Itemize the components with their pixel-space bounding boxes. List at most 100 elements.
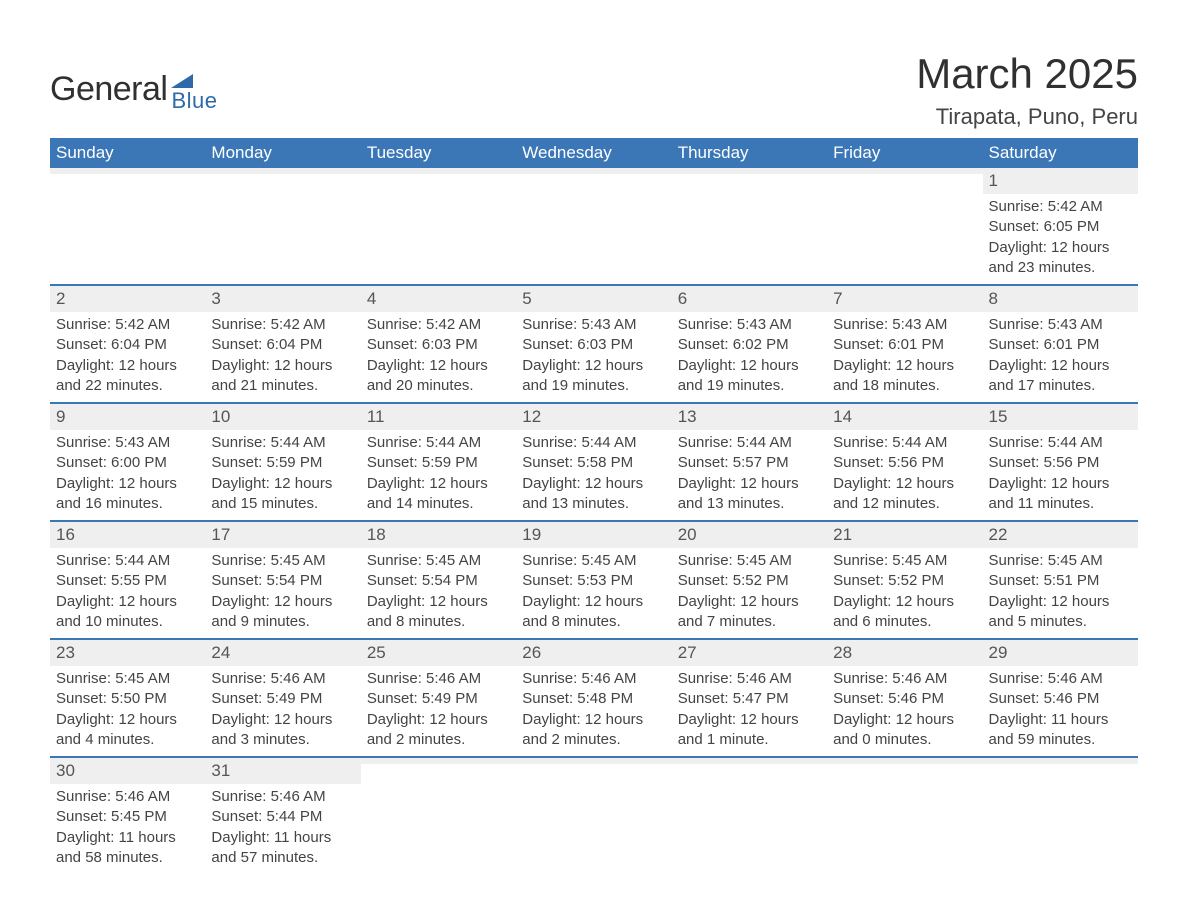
sunrise-line: Sunrise: 5:46 AM	[56, 787, 199, 807]
calendar-cell-num: 4	[361, 284, 516, 312]
day-details	[827, 194, 982, 214]
calendar-cell-body: Sunrise: 5:46 AMSunset: 5:48 PMDaylight:…	[516, 666, 671, 756]
calendar-cell-num	[827, 756, 982, 784]
day-details: Sunrise: 5:42 AMSunset: 6:05 PMDaylight:…	[983, 194, 1138, 284]
day-number: 18	[361, 520, 516, 548]
daylight-line: Daylight: 12 hours and 22 minutes.	[56, 356, 199, 397]
calendar-cell-num: 19	[516, 520, 671, 548]
sunrise-line: Sunrise: 5:45 AM	[367, 551, 510, 571]
day-details: Sunrise: 5:43 AMSunset: 6:02 PMDaylight:…	[672, 312, 827, 402]
daylight-line: Daylight: 12 hours and 11 minutes.	[989, 474, 1132, 515]
day-details: Sunrise: 5:44 AMSunset: 5:58 PMDaylight:…	[516, 430, 671, 520]
day-details: Sunrise: 5:44 AMSunset: 5:56 PMDaylight:…	[983, 430, 1138, 520]
sunrise-line: Sunrise: 5:46 AM	[989, 669, 1132, 689]
calendar-cell-body: Sunrise: 5:44 AMSunset: 5:56 PMDaylight:…	[983, 430, 1138, 520]
calendar-cell-body: Sunrise: 5:45 AMSunset: 5:52 PMDaylight:…	[672, 548, 827, 638]
calendar-cell-body: Sunrise: 5:42 AMSunset: 6:04 PMDaylight:…	[50, 312, 205, 402]
day-details: Sunrise: 5:46 AMSunset: 5:46 PMDaylight:…	[983, 666, 1138, 756]
calendar-cell-num	[516, 756, 671, 784]
day-number: 3	[205, 284, 360, 312]
daylight-line: Daylight: 12 hours and 17 minutes.	[989, 356, 1132, 397]
daylight-line: Daylight: 12 hours and 15 minutes.	[211, 474, 354, 515]
calendar-cell-body	[827, 784, 982, 874]
sunset-line: Sunset: 6:04 PM	[56, 335, 199, 355]
calendar-cell-body: Sunrise: 5:46 AMSunset: 5:46 PMDaylight:…	[827, 666, 982, 756]
day-number: 16	[50, 520, 205, 548]
daylight-line: Daylight: 12 hours and 1 minute.	[678, 710, 821, 751]
month-title: March 2025	[916, 50, 1138, 98]
calendar-daynum-row: 16171819202122	[50, 520, 1138, 548]
calendar-cell-body: Sunrise: 5:42 AMSunset: 6:04 PMDaylight:…	[205, 312, 360, 402]
day-number	[361, 756, 516, 764]
sunset-line: Sunset: 5:58 PM	[522, 453, 665, 473]
calendar-cell-body	[516, 784, 671, 874]
sunset-line: Sunset: 5:52 PM	[678, 571, 821, 591]
day-number	[50, 168, 205, 174]
sunrise-line: Sunrise: 5:44 AM	[367, 433, 510, 453]
sunset-line: Sunset: 5:57 PM	[678, 453, 821, 473]
location-line: Tirapata, Puno, Peru	[916, 104, 1138, 130]
calendar-cell-num: 10	[205, 402, 360, 430]
day-number: 21	[827, 520, 982, 548]
weekday-header: Saturday	[983, 138, 1138, 168]
daylight-line: Daylight: 11 hours and 59 minutes.	[989, 710, 1132, 751]
calendar-cell-body: Sunrise: 5:44 AMSunset: 5:56 PMDaylight:…	[827, 430, 982, 520]
calendar-daybody-row: Sunrise: 5:46 AMSunset: 5:45 PMDaylight:…	[50, 784, 1138, 874]
weekday-header: Thursday	[672, 138, 827, 168]
calendar-cell-num: 20	[672, 520, 827, 548]
calendar-cell-num: 28	[827, 638, 982, 666]
calendar-cell-body: Sunrise: 5:45 AMSunset: 5:53 PMDaylight:…	[516, 548, 671, 638]
sunrise-line: Sunrise: 5:46 AM	[367, 669, 510, 689]
daylight-line: Daylight: 12 hours and 19 minutes.	[522, 356, 665, 397]
daylight-line: Daylight: 12 hours and 13 minutes.	[678, 474, 821, 515]
calendar-daybody-row: Sunrise: 5:42 AMSunset: 6:04 PMDaylight:…	[50, 312, 1138, 402]
day-details: Sunrise: 5:44 AMSunset: 5:57 PMDaylight:…	[672, 430, 827, 520]
calendar-cell-num: 9	[50, 402, 205, 430]
day-number	[672, 756, 827, 764]
calendar-cell-body: Sunrise: 5:45 AMSunset: 5:54 PMDaylight:…	[205, 548, 360, 638]
daylight-line: Daylight: 12 hours and 0 minutes.	[833, 710, 976, 751]
sunrise-line: Sunrise: 5:44 AM	[211, 433, 354, 453]
calendar-daynum-row: 1	[50, 168, 1138, 194]
day-details: Sunrise: 5:43 AMSunset: 6:01 PMDaylight:…	[983, 312, 1138, 402]
day-details: Sunrise: 5:46 AMSunset: 5:45 PMDaylight:…	[50, 784, 205, 874]
day-details: Sunrise: 5:46 AMSunset: 5:48 PMDaylight:…	[516, 666, 671, 756]
day-number: 29	[983, 638, 1138, 666]
calendar-cell-body	[827, 194, 982, 284]
day-details	[361, 194, 516, 214]
calendar-cell-num	[827, 168, 982, 194]
sunrise-line: Sunrise: 5:43 AM	[56, 433, 199, 453]
calendar-cell-body	[361, 194, 516, 284]
day-number: 28	[827, 638, 982, 666]
sunrise-line: Sunrise: 5:46 AM	[522, 669, 665, 689]
day-number: 22	[983, 520, 1138, 548]
day-number: 20	[672, 520, 827, 548]
calendar-daynum-row: 9101112131415	[50, 402, 1138, 430]
day-number: 4	[361, 284, 516, 312]
calendar-cell-num	[50, 168, 205, 194]
sunset-line: Sunset: 6:05 PM	[989, 217, 1132, 237]
sunrise-line: Sunrise: 5:46 AM	[678, 669, 821, 689]
calendar-cell-num: 1	[983, 168, 1138, 194]
calendar-cell-num: 11	[361, 402, 516, 430]
day-details: Sunrise: 5:46 AMSunset: 5:49 PMDaylight:…	[205, 666, 360, 756]
day-number: 25	[361, 638, 516, 666]
calendar-cell-body	[672, 784, 827, 874]
sunrise-line: Sunrise: 5:46 AM	[211, 669, 354, 689]
sunrise-line: Sunrise: 5:43 AM	[989, 315, 1132, 335]
day-details: Sunrise: 5:46 AMSunset: 5:49 PMDaylight:…	[361, 666, 516, 756]
day-number: 7	[827, 284, 982, 312]
sunrise-line: Sunrise: 5:44 AM	[989, 433, 1132, 453]
day-details: Sunrise: 5:45 AMSunset: 5:52 PMDaylight:…	[827, 548, 982, 638]
calendar-cell-num: 31	[205, 756, 360, 784]
sunset-line: Sunset: 6:01 PM	[989, 335, 1132, 355]
calendar-cell-body: Sunrise: 5:42 AMSunset: 6:03 PMDaylight:…	[361, 312, 516, 402]
sunrise-line: Sunrise: 5:42 AM	[56, 315, 199, 335]
sunrise-line: Sunrise: 5:42 AM	[211, 315, 354, 335]
day-details	[672, 784, 827, 804]
daylight-line: Daylight: 12 hours and 4 minutes.	[56, 710, 199, 751]
day-number: 13	[672, 402, 827, 430]
day-details: Sunrise: 5:45 AMSunset: 5:52 PMDaylight:…	[672, 548, 827, 638]
sunset-line: Sunset: 5:44 PM	[211, 807, 354, 827]
sunrise-line: Sunrise: 5:45 AM	[211, 551, 354, 571]
